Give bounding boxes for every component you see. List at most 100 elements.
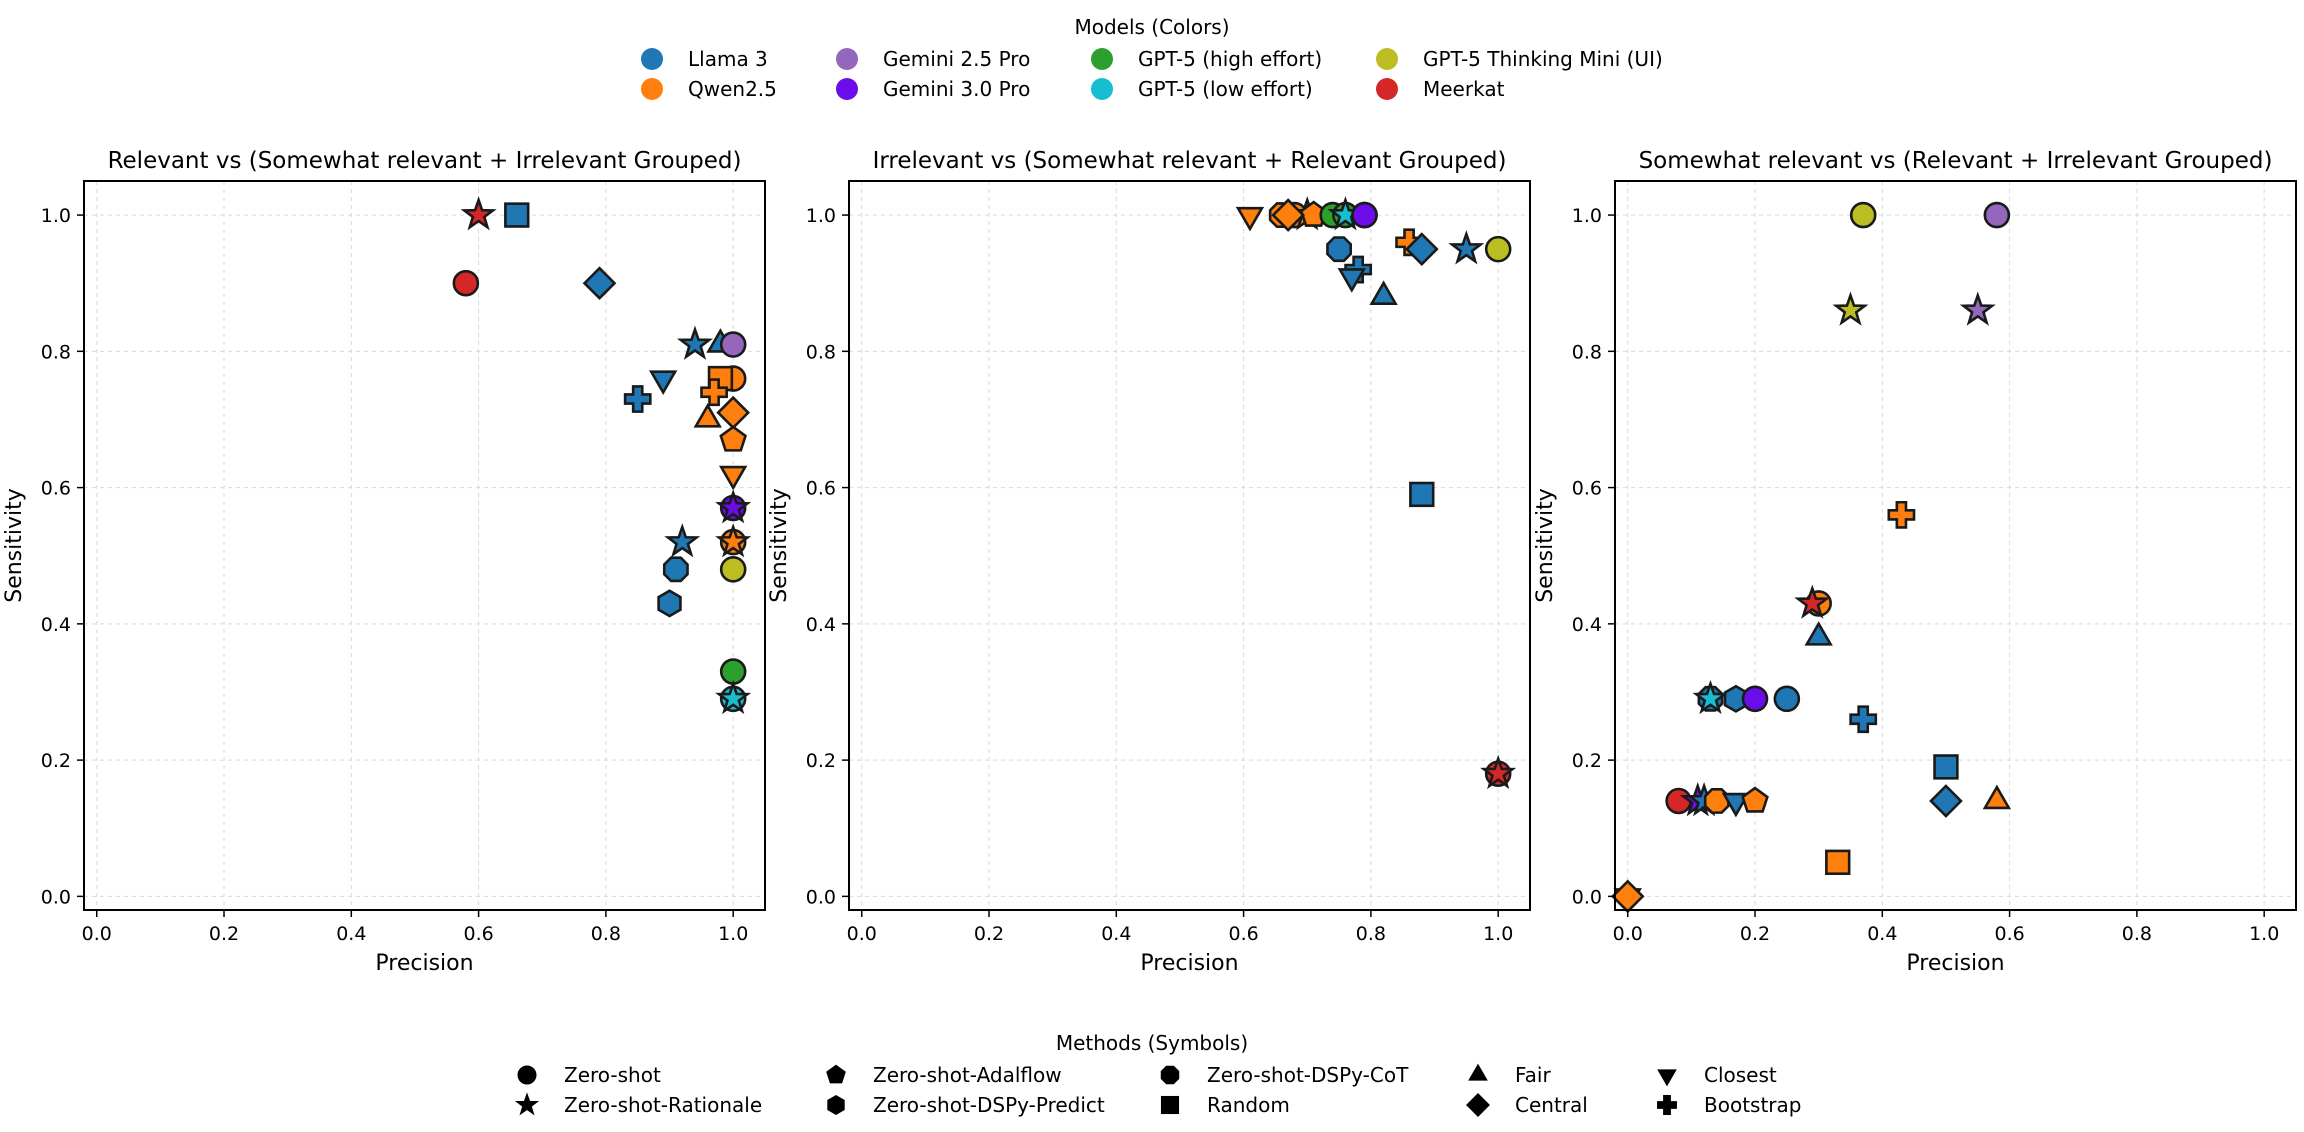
legend-method-random: Random	[1160, 1093, 1290, 1117]
data-point-llama-3-zero-shot-dspy-cot	[662, 556, 689, 583]
scatter-panel-2: 0.0 0.2 0.4 0.6 0.8 1.0 0.0 0.2 0.4 0.6 0.8 1.0 Irre…	[767, 148, 1531, 976]
legend-method-bootstrap: Bootstrap	[1657, 1093, 1801, 1117]
data-point-gpt-5-thinking-mini-ui-zero-shot	[719, 556, 747, 583]
y-tick-label: 0.4	[41, 614, 71, 636]
legend-method-zero-shot-dspy-predict: Zero-shot-DSPy-Predict	[827, 1093, 1105, 1117]
legend-color-swatch	[1091, 48, 1113, 70]
legend-color-swatch	[1376, 48, 1398, 70]
legend-method-label: Zero-shot-DSPy-Predict	[873, 1093, 1105, 1117]
legend-method-zero-shot-rationale: Zero-shot-Rationale	[514, 1092, 762, 1117]
panel-title: Irrelevant vs (Somewhat relevant + Relev…	[873, 148, 1507, 174]
hexagon-icon	[827, 1094, 845, 1116]
x-tick-label: 0.4	[1867, 923, 1897, 945]
data-point-llama-3-fair	[1804, 621, 1833, 646]
data-point-gpt-5-low-effort-zero-shot-rationale	[715, 679, 752, 715]
legend-model-label: Qwen2.5	[688, 77, 777, 101]
data-point-meerkat-zero-shot	[452, 269, 480, 297]
x-tick-label: 1.0	[718, 923, 748, 945]
x-tick-label: 1.0	[1483, 923, 1513, 945]
x-tick-label: 0.4	[336, 923, 366, 945]
data-point-qwen2-5-closest	[1235, 206, 1265, 232]
legend-method-label: Zero-shot	[564, 1063, 661, 1087]
y-tick-label: 0.8	[806, 341, 836, 363]
data-point-gemini-2-5-pro-zero-shot	[719, 331, 747, 358]
star-icon	[514, 1092, 540, 1116]
methods-legend-title: Methods (Symbols)	[1056, 1031, 1248, 1055]
data-point-qwen2-5-fair	[693, 403, 722, 428]
data-point-meerkat-zero-shot-rationale	[460, 196, 497, 231]
triangle-down-icon	[1657, 1069, 1677, 1087]
plot-frame	[848, 180, 1531, 911]
x-tick-label: 0.2	[974, 923, 1004, 945]
x-tick-label: 0.6	[1994, 923, 2024, 945]
legend-color-swatch	[1091, 78, 1113, 100]
legend-model-label: GPT-5 (high effort)	[1138, 47, 1322, 71]
data-point-qwen2-5-zero-shot-rationale	[715, 523, 752, 558]
data-point-llama-3-zero-shot-dspy-predict	[657, 589, 682, 618]
legend-model-label: Gemini 2.5 Pro	[883, 47, 1030, 71]
x-tick-label: 0.6	[1228, 923, 1258, 945]
y-tick-label: 1.0	[41, 205, 71, 227]
data-point-gemini-2-5-pro-zero-shot	[1983, 201, 2011, 229]
legend-method-closest: Closest	[1657, 1063, 1777, 1087]
data-point-llama-3-random	[504, 202, 530, 228]
y-tick-label: 0.2	[1572, 750, 1602, 772]
legend-model-label: GPT-5 (low effort)	[1138, 77, 1313, 101]
legend-method-label: Closest	[1704, 1063, 1777, 1087]
panel-title: Somewhat relevant vs (Relevant + Irrelev…	[1639, 148, 2273, 174]
chart-panels: 0.0 0.2 0.4 0.6 0.8 1.0 0.0 0.2 0.4 0.6 0.8 1.0 Rele…	[2, 148, 2297, 976]
legend-method-zero-shot-dspy-cot: Zero-shot-DSPy-CoT	[1160, 1063, 1409, 1087]
legend-model-label: GPT-5 Thinking Mini (UI)	[1423, 47, 1663, 71]
data-point-qwen2-5-central	[1271, 198, 1305, 232]
x-tick-label: 0.8	[591, 923, 621, 945]
y-tick-label: 1.0	[806, 205, 836, 227]
data-point-gpt-5-thinking-mini-ui-zero-shot	[1849, 201, 1877, 229]
methods-legend: Methods (Symbols) Zero-shot Zero-shot-Rat…	[514, 1031, 1801, 1117]
data-point-llama-3-zero-shot-rationale	[1448, 230, 1485, 265]
data-point-llama-3-bootstrap	[1849, 705, 1878, 734]
x-tick-label: 0.0	[1613, 923, 1643, 945]
x-axis-label: Precision	[375, 951, 473, 976]
legend-model-gpt-5-thinking-mini-ui: GPT-5 Thinking Mini (UI)	[1376, 47, 1663, 71]
data-point-gemini-3-0-pro-zero-shot-rationale	[715, 489, 752, 524]
scatter-panel-3: 0.0 0.2 0.4 0.6 0.8 1.0 0.0 0.2 0.4 0.6 0.8 1.0 Some…	[1533, 148, 2297, 976]
data-point-qwen2-5-closest	[718, 465, 748, 491]
y-tick-label: 0.4	[806, 614, 836, 636]
y-tick-label: 0.6	[41, 478, 71, 500]
legend-color-swatch	[641, 48, 663, 70]
data-point-meerkat-zero-shot-rationale	[1480, 754, 1517, 790]
legend-method-zero-shot: Zero-shot	[517, 1063, 661, 1087]
legend-color-swatch	[836, 78, 858, 100]
data-point-llama-3-central	[1404, 232, 1439, 266]
legend-color-swatch	[1376, 78, 1398, 100]
pentagon-icon	[826, 1064, 846, 1084]
data-point-llama-3-zero-shot-rationale	[676, 325, 714, 360]
data-point-llama-3-zero-shot-dspy-cot	[1326, 236, 1353, 263]
plus-icon	[1657, 1095, 1677, 1115]
data-point-qwen2-5-bootstrap	[700, 378, 728, 407]
data-point-meerkat-zero-shot	[1665, 787, 1692, 815]
legend-method-fair: Fair	[1468, 1063, 1551, 1087]
data-point-qwen2-5-bootstrap	[1887, 500, 1916, 529]
x-tick-label: 0.0	[82, 923, 112, 945]
data-point-qwen2-5-zero-shot-adalflow	[719, 425, 748, 452]
legend-method-label: Bootstrap	[1704, 1093, 1801, 1117]
plot-frame	[83, 180, 766, 911]
legend-method-label: Fair	[1515, 1063, 1551, 1087]
legend-model-gpt-5-low-effort: GPT-5 (low effort)	[1091, 77, 1313, 101]
legend-color-swatch	[641, 78, 663, 100]
legend-method-label: Zero-shot-Rationale	[564, 1093, 762, 1117]
data-point-qwen2-5-zero-shot-adalflow	[1741, 786, 1769, 813]
legend-model-gemini-2-5-pro: Gemini 2.5 Pro	[836, 47, 1030, 71]
square-icon	[1160, 1095, 1180, 1115]
legend-method-label: Zero-shot-DSPy-CoT	[1207, 1063, 1409, 1087]
data-point-llama-3-zero-shot-rationale	[664, 523, 701, 558]
data-point-llama-3-bootstrap	[623, 385, 652, 413]
data-point-qwen2-5-central	[1610, 879, 1645, 914]
y-tick-label: 0.8	[1572, 341, 1602, 363]
legend-model-gemini-3-0-pro: Gemini 3.0 Pro	[836, 77, 1030, 101]
legend-model-qwen2-5: Qwen2.5	[641, 77, 777, 101]
plot-frame	[1614, 180, 2297, 911]
legend-model-gpt-5-high-effort: GPT-5 (high effort)	[1091, 47, 1322, 71]
